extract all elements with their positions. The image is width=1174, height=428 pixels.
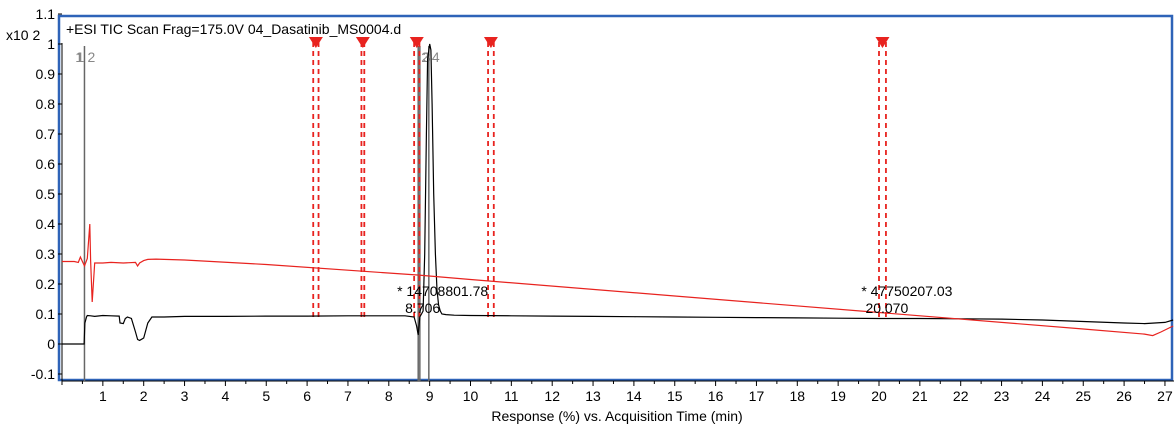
x-tick-label: 9 bbox=[426, 388, 434, 404]
x-tick-label: 21 bbox=[912, 388, 928, 404]
x-tick-label: 26 bbox=[1116, 388, 1132, 404]
x-tick-label: 16 bbox=[708, 388, 724, 404]
y-tick-label: 0.1 bbox=[36, 306, 56, 322]
x-tick-label: 13 bbox=[585, 388, 601, 404]
x-tick-label: 7 bbox=[344, 388, 352, 404]
integration-triangle bbox=[875, 37, 890, 48]
x-tick-label: 20 bbox=[871, 388, 887, 404]
peak-marker-label: 2 bbox=[421, 49, 429, 65]
integration-triangle bbox=[483, 37, 498, 48]
y-tick-label: 0.5 bbox=[36, 186, 56, 202]
y-tick-label: -0.1 bbox=[31, 366, 55, 382]
x-tick-label: 1 bbox=[99, 388, 107, 404]
x-tick-label: 12 bbox=[544, 388, 560, 404]
x-tick-label: 18 bbox=[790, 388, 806, 404]
x-tick-label: 24 bbox=[1035, 388, 1051, 404]
peak-area-label: * 14708801.78 bbox=[397, 283, 488, 299]
y-tick-label: 0.3 bbox=[36, 246, 56, 262]
x-tick-label: 25 bbox=[1075, 388, 1091, 404]
x-tick-label: 2 bbox=[140, 388, 148, 404]
peak-marker-label: 1 bbox=[76, 49, 84, 65]
peak-area-label: * 47750207.03 bbox=[861, 283, 952, 299]
x-tick-label: 6 bbox=[303, 388, 311, 404]
x-tick-label: 15 bbox=[667, 388, 683, 404]
peak-marker-label: 4 bbox=[432, 49, 440, 65]
x-tick-label: 3 bbox=[181, 388, 189, 404]
x-tick-label: 11 bbox=[504, 388, 519, 404]
peak-marker-label: 2 bbox=[87, 49, 95, 65]
x-tick-label: 23 bbox=[994, 388, 1010, 404]
peak-markers: 11 2 23 4 bbox=[75, 46, 440, 381]
y-tick-label: 1.1 bbox=[36, 6, 56, 22]
y-tick-label: 0.4 bbox=[36, 216, 56, 232]
y-ticks: 1.1 1 0.9 0.8 0.7 0.6 0.5 0.4 0.3 0.2 0.1 0 -0.1 bbox=[31, 6, 62, 382]
x-tick-label: 8 bbox=[385, 388, 393, 404]
integration-triangle bbox=[409, 37, 424, 48]
peak-rt-label: 8.706 bbox=[405, 300, 440, 316]
x-tick-label: 27 bbox=[1157, 388, 1173, 404]
series-line bbox=[62, 43, 1174, 345]
y-tick-label: 0.8 bbox=[36, 96, 56, 112]
x-tick-label: 19 bbox=[830, 388, 846, 404]
plot-frame bbox=[57, 14, 1174, 382]
x-ticks: 1 2 3 4 5 6 7 8 9 10 11 12 13 14 15 16 17 18 19 20 21 22 23 24 2… bbox=[81, 381, 1173, 404]
x-tick-label: 22 bbox=[953, 388, 969, 404]
y-tick-label: 0 bbox=[47, 336, 55, 352]
series-lines bbox=[62, 43, 1174, 345]
integration-triangle bbox=[355, 37, 370, 48]
y-tick-label: 0.7 bbox=[36, 126, 56, 142]
peak-marker-label: 3 bbox=[423, 49, 431, 65]
integration-triangle bbox=[308, 37, 323, 48]
y-tick-label: 0.2 bbox=[36, 276, 56, 292]
peak-marker-label: 1 bbox=[75, 49, 83, 65]
x-tick-label: 17 bbox=[749, 388, 765, 404]
integration-marks bbox=[308, 37, 890, 321]
y-scale-label: x10 2 bbox=[6, 27, 40, 43]
series-line bbox=[62, 223, 1174, 337]
chart-title: +ESI TIC Scan Frag=175.0V 04_Dasatinib_M… bbox=[66, 21, 401, 37]
y-tick-label: 1 bbox=[47, 36, 55, 52]
y-tick-label: 0.6 bbox=[36, 156, 56, 172]
x-axis-label: Response (%) vs. Acquisition Time (min) bbox=[491, 408, 742, 424]
x-tick-label: 4 bbox=[222, 388, 230, 404]
y-tick-label: 0.9 bbox=[36, 66, 56, 82]
x-tick-label: 10 bbox=[463, 388, 479, 404]
peak-rt-label: 20.070 bbox=[865, 300, 908, 316]
x-tick-label: 14 bbox=[626, 388, 642, 404]
x-tick-label: 5 bbox=[262, 388, 270, 404]
